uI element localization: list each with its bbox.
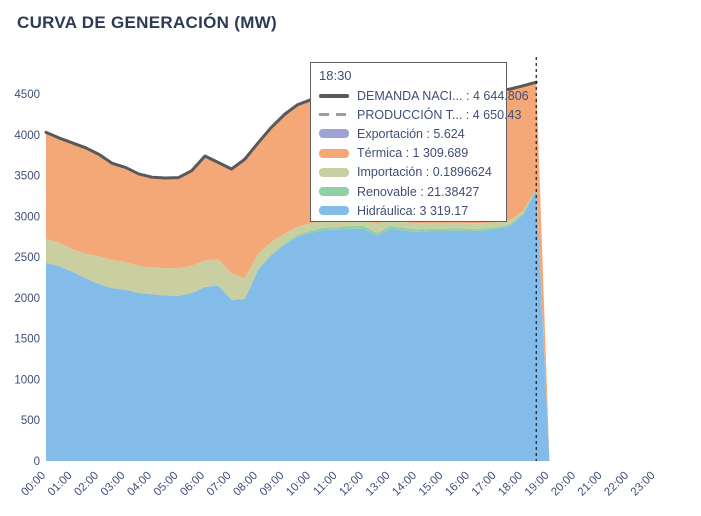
tooltip-item-label: Térmica : 1 309.689 xyxy=(357,146,469,161)
chart-tooltip: 18:30 DEMANDA NACI... : 4 644.806 PRODUCC… xyxy=(310,62,529,222)
x-axis-label: 00:00 xyxy=(19,470,48,499)
x-axis-label: 17:00 xyxy=(470,470,499,499)
importacion-swatch-icon xyxy=(319,167,349,177)
y-axis-label: 4000 xyxy=(14,130,40,142)
x-axis-label: 19:00 xyxy=(523,470,552,499)
y-axis-label: 1500 xyxy=(14,334,40,346)
tooltip-item-label: Hidráulica: 3 319.17 xyxy=(357,203,469,218)
x-axis-label: 23:00 xyxy=(629,470,658,499)
y-axis-label: 3000 xyxy=(14,211,40,223)
renovable-swatch-icon xyxy=(319,187,349,197)
x-axis-label: 12:00 xyxy=(337,470,366,499)
tooltip-time: 18:30 xyxy=(319,68,352,83)
tooltip-item-label: Importación : 0.1896624 xyxy=(357,165,492,180)
tooltip-rows: DEMANDA NACI... : 4 644.806 PRODUCCIÓN T.… xyxy=(319,86,529,220)
x-axis-label: 03:00 xyxy=(99,470,128,499)
tooltip-item-label: DEMANDA NACI... : 4 644.806 xyxy=(357,88,529,103)
x-axis-label: 22:00 xyxy=(602,470,631,499)
x-axis-label: 21:00 xyxy=(576,470,605,499)
demanda-nacional-swatch-icon xyxy=(319,93,349,98)
x-axis-label: 02:00 xyxy=(72,470,101,499)
exportacion-swatch-icon xyxy=(319,129,349,139)
y-axis-label: 2500 xyxy=(14,252,40,264)
x-axis-label: 16:00 xyxy=(443,470,472,499)
tooltip-item-produccion-total: PRODUCCIÓN T... : 4 650.43 xyxy=(319,105,521,124)
x-axis-label: 06:00 xyxy=(178,470,207,499)
x-axis-label: 18:00 xyxy=(496,470,525,499)
x-axis-label: 05:00 xyxy=(152,470,181,499)
y-axis-label: 4500 xyxy=(14,89,40,101)
tooltip-item-demanda-nacional: DEMANDA NACI... : 4 644.806 xyxy=(319,86,529,105)
x-axis-label: 01:00 xyxy=(46,470,75,499)
y-axis-label: 3500 xyxy=(14,171,40,183)
tooltip-item-exportacion: Exportación : 5.624 xyxy=(319,124,498,143)
tooltip-item-renovable: Renovable : 21.38427 xyxy=(319,182,498,201)
x-axis-label: 08:00 xyxy=(231,470,260,499)
x-axis-label: 13:00 xyxy=(364,470,393,499)
termica-swatch-icon xyxy=(319,148,349,158)
x-axis-label: 09:00 xyxy=(258,470,287,499)
tooltip-item-label: PRODUCCIÓN T... : 4 650.43 xyxy=(357,107,522,122)
x-axis-label: 15:00 xyxy=(417,470,446,499)
tooltip-item-label: Exportación : 5.624 xyxy=(357,126,465,141)
x-axis-label: 14:00 xyxy=(390,470,419,499)
tooltip-item-importacion: Importación : 0.1896624 xyxy=(319,163,498,182)
x-axis-label: 20:00 xyxy=(549,470,578,499)
x-axis-label: 04:00 xyxy=(125,470,154,499)
hidraulica-swatch-icon xyxy=(319,206,349,216)
chart-title: CURVA DE GENERACIÓN (MW) xyxy=(17,13,277,32)
x-axis-label: 07:00 xyxy=(205,470,234,499)
area-hidraulica xyxy=(46,190,550,461)
x-axis-label: 11:00 xyxy=(311,470,339,498)
y-axis-label: 500 xyxy=(21,415,40,427)
tooltip-item-hidraulica: Hidráulica: 3 319.17 xyxy=(319,201,498,220)
x-axis-label: 10:00 xyxy=(284,470,313,499)
tooltip-item-termica: Térmica : 1 309.689 xyxy=(319,144,498,163)
y-axis-label: 0 xyxy=(34,456,40,468)
produccion-total-swatch-icon xyxy=(319,113,349,117)
y-axis-label: 1000 xyxy=(14,374,40,386)
tooltip-item-label: Renovable : 21.38427 xyxy=(357,184,480,199)
y-axis-label: 2000 xyxy=(14,293,40,305)
